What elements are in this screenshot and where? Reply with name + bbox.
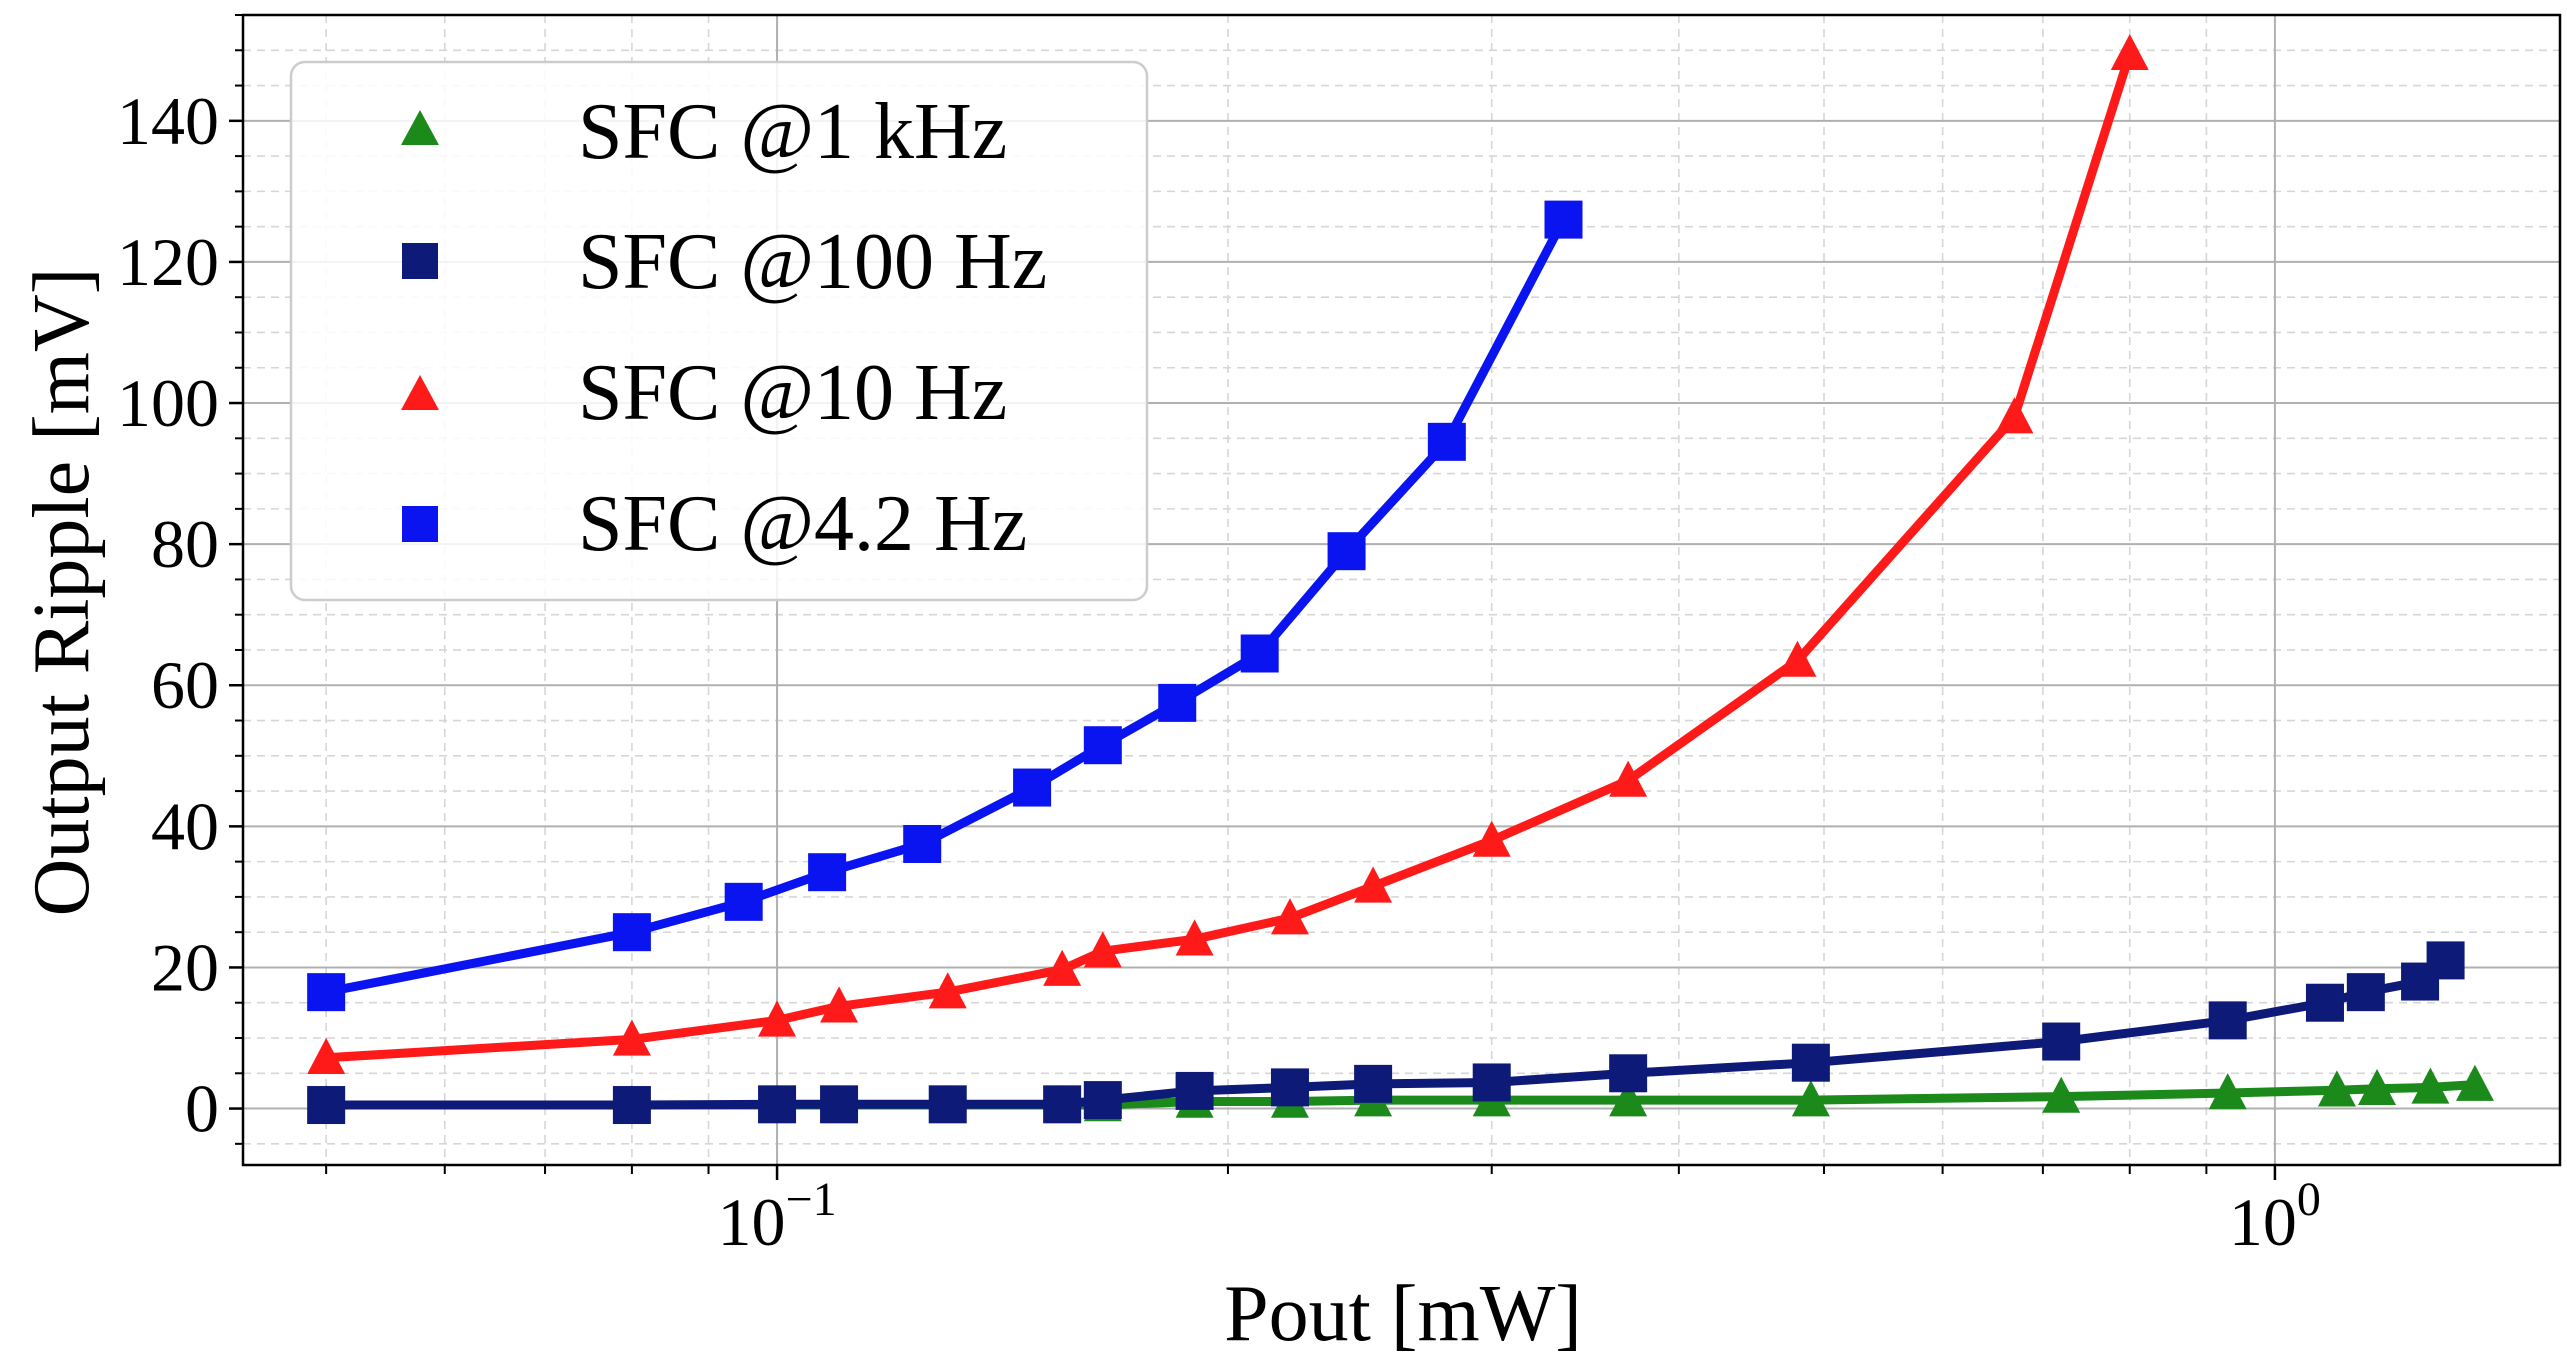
series-layer xyxy=(307,33,2494,1125)
y-tick-label: 0 xyxy=(185,1071,219,1147)
data-point xyxy=(612,1019,651,1056)
y-tick-label: 100 xyxy=(117,365,219,441)
legend-entry: SFC @1 kHz xyxy=(401,88,1007,176)
data-point xyxy=(1175,919,1214,956)
data-point xyxy=(1609,1080,1648,1117)
data-point xyxy=(928,1085,967,1124)
data-point xyxy=(820,986,859,1023)
legend-marker-3 xyxy=(402,506,438,542)
x-tick-labels: 10−1 100 xyxy=(718,1173,2321,1260)
data-point xyxy=(928,972,967,1009)
y-tick-labels: 0 20 40 60 80 100 120 140 xyxy=(117,83,219,1147)
data-point xyxy=(808,853,847,892)
legend-box xyxy=(289,60,1149,602)
data-point xyxy=(612,913,651,952)
series-1 xyxy=(307,941,2465,1125)
legend-marker-2 xyxy=(401,375,439,410)
data-point xyxy=(1472,820,1511,857)
data-point xyxy=(1175,1071,1214,1110)
data-point xyxy=(758,1085,797,1124)
data-point xyxy=(2042,1022,2081,1061)
data-point xyxy=(1240,634,1279,673)
data-point xyxy=(2346,973,2385,1012)
data-point xyxy=(2317,1070,2356,1107)
data-point xyxy=(1043,1085,1082,1124)
data-point xyxy=(307,973,346,1012)
legend-entry: SFC @10 Hz xyxy=(401,349,1007,437)
data-point xyxy=(1270,1068,1309,1107)
data-point xyxy=(307,1086,346,1125)
data-point xyxy=(724,882,763,921)
legend-marker-1 xyxy=(402,243,438,279)
data-point xyxy=(2305,983,2344,1022)
data-point xyxy=(1013,768,1052,807)
legend-label-3: SFC @4.2 Hz xyxy=(578,480,1027,568)
series-3 xyxy=(307,200,1583,1012)
legend-label-2: SFC @10 Hz xyxy=(578,349,1007,437)
data-point xyxy=(612,1086,651,1125)
data-point xyxy=(2455,1064,2494,1101)
data-point xyxy=(307,1037,346,1075)
series-2 xyxy=(307,33,2149,1075)
data-point xyxy=(820,1085,859,1124)
data-point xyxy=(1327,532,1366,571)
y-tick-label: 140 xyxy=(117,83,219,159)
legend-label-0: SFC @1 kHz xyxy=(578,88,1007,176)
data-point xyxy=(903,824,942,863)
data-point xyxy=(1544,200,1583,239)
data-point xyxy=(1995,397,2034,434)
x-axis-label: Pout [mW] xyxy=(1224,1270,1582,1358)
y-tick-label: 120 xyxy=(117,224,219,300)
data-point xyxy=(2358,1068,2397,1106)
legend-marker-0 xyxy=(401,110,439,145)
x-tick-label: 10−1 xyxy=(718,1173,837,1260)
data-point xyxy=(1791,1080,1830,1117)
data-point xyxy=(2110,33,2149,71)
data-point xyxy=(2042,1076,2081,1113)
data-point xyxy=(1609,1054,1648,1093)
data-point xyxy=(2411,1067,2450,1104)
data-point xyxy=(1427,422,1466,461)
ticks xyxy=(229,14,2277,1180)
y-tick-label: 80 xyxy=(151,506,219,582)
legend-entry: SFC @4.2 Hz xyxy=(402,480,1027,568)
data-point xyxy=(1778,640,1817,677)
data-point xyxy=(1083,1081,1122,1120)
y-axis-label: Output Ripple [mV] xyxy=(18,268,106,917)
data-point xyxy=(1609,760,1648,797)
data-point xyxy=(2208,1001,2247,1040)
data-point xyxy=(1270,898,1309,935)
data-point xyxy=(2208,1073,2247,1110)
data-point xyxy=(1083,726,1122,765)
data-point xyxy=(2426,941,2465,980)
y-tick-label: 40 xyxy=(151,788,219,864)
legend: SFC @1 kHz SFC @100 Hz SFC @10 Hz SFC @4… xyxy=(289,60,1149,602)
x-tick-label: 100 xyxy=(2229,1173,2321,1260)
data-point xyxy=(1791,1043,1830,1082)
legend-entry: SFC @100 Hz xyxy=(402,218,1047,306)
legend-label-1: SFC @100 Hz xyxy=(578,218,1047,306)
plot-frame xyxy=(241,13,2562,1167)
data-point xyxy=(1158,683,1197,722)
data-point xyxy=(1083,931,1122,968)
data-point xyxy=(758,1000,797,1037)
data-point xyxy=(1354,866,1393,903)
y-tick-label: 20 xyxy=(151,929,219,1005)
y-tick-label: 60 xyxy=(151,647,219,723)
data-point xyxy=(1354,1064,1393,1103)
data-point xyxy=(1043,949,1082,986)
data-point xyxy=(1472,1063,1511,1102)
